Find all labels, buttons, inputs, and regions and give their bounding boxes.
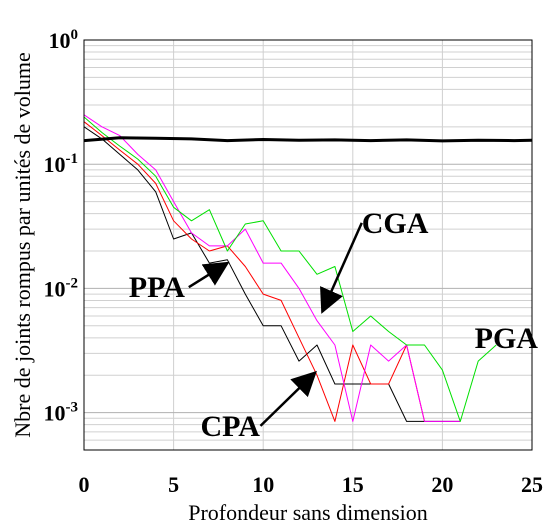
annotation-arrow	[320, 222, 363, 314]
annotation-arrow	[188, 261, 230, 289]
plot-frame	[83, 39, 533, 451]
y-axis-label: Nbre de joints rompus par unités de volu…	[10, 52, 35, 438]
annotations: PPA CGA CPA PGA	[129, 207, 539, 443]
x-tick-label: 5	[168, 472, 179, 497]
annotation-label: CGA	[362, 207, 429, 240]
x-tick-label: 0	[79, 472, 90, 497]
x-tick-label: 10	[252, 472, 274, 497]
annotation-arrow	[259, 370, 317, 427]
annotation-label: CPA	[200, 410, 260, 443]
y-tick-label: 10-2	[44, 275, 79, 301]
series-line-0	[84, 126, 461, 422]
y-tick-label: 100	[49, 27, 79, 53]
x-tick-labels: 0 5 10 15 20 25	[79, 472, 544, 497]
x-axis-label: Profondeur sans dimension	[188, 500, 428, 525]
series-line-3	[84, 116, 497, 422]
annotation-label: PPA	[129, 271, 185, 304]
x-tick-label: 20	[431, 472, 453, 497]
series-line-2	[84, 114, 461, 422]
grid	[84, 40, 532, 450]
series-line-1	[84, 121, 425, 422]
series-line-4	[84, 136, 532, 143]
y-tick-label: 10-3	[44, 400, 79, 426]
y-tick-label: 10-1	[44, 151, 79, 177]
x-tick-label: 25	[521, 472, 543, 497]
annotation-label: PGA	[475, 322, 539, 355]
series-group	[84, 114, 532, 422]
y-tick-labels: 100 10-1 10-2 10-3	[44, 27, 79, 426]
x-tick-label: 15	[342, 472, 364, 497]
